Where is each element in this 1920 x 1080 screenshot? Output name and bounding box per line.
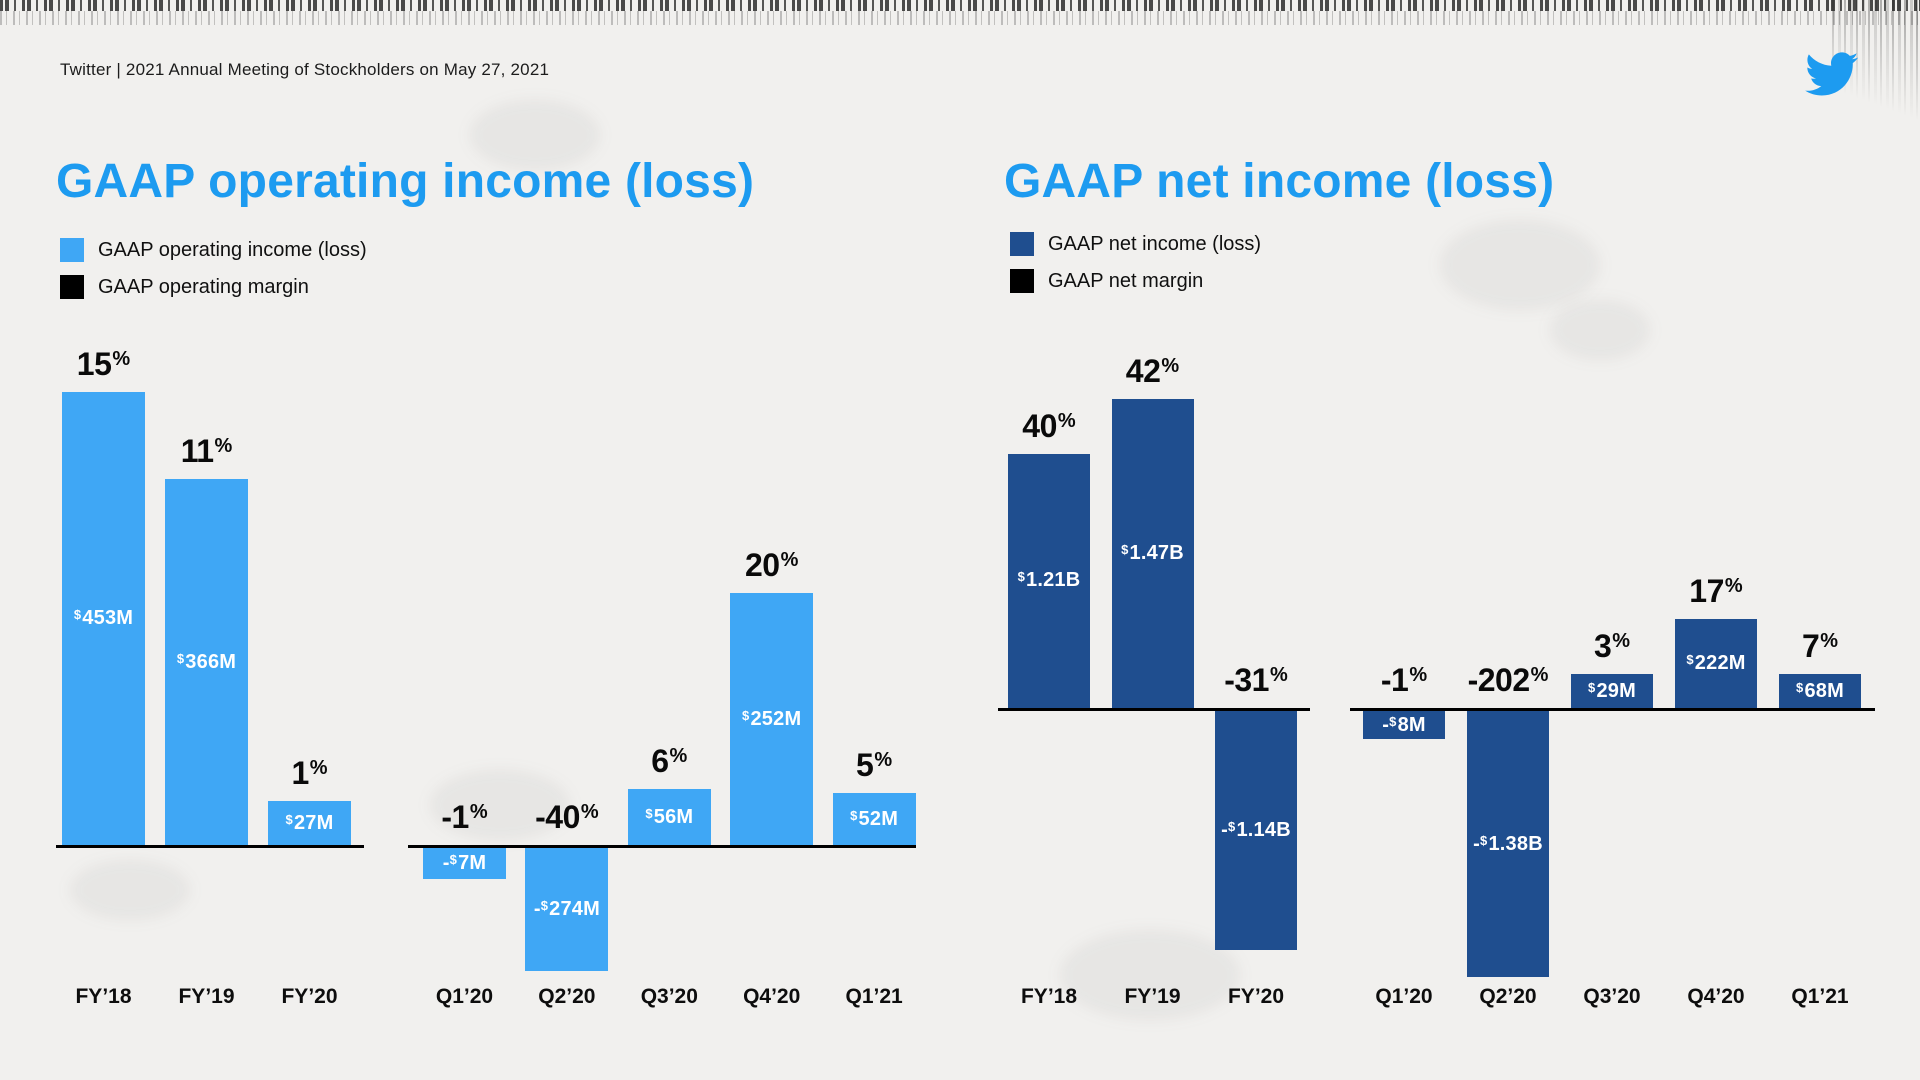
value-label-fy19: $366M <box>176 650 237 673</box>
category-label-fy18: FY’18 <box>75 985 132 1008</box>
value-label-q121: $52M <box>850 807 899 830</box>
plot-area: $453M 15% FY’18 $366M 11% FY’19 $27M 1% FY’20 - $7… <box>56 330 946 1036</box>
margin-label-q121: 7% <box>1801 628 1839 664</box>
value-label-q121: $68M <box>1796 679 1844 702</box>
margin-label-q420: 17% <box>1689 573 1743 610</box>
background-texture <box>0 0 1920 11</box>
value-label-fy20: - $1.14B <box>1221 819 1291 842</box>
legend-swatch-operating-margin <box>60 275 84 299</box>
bar-q121: $68M <box>1779 674 1861 708</box>
plot-area: $1.21B 40% FY’18 $1.47B 42% FY’19 - $1.14B -31% F… <box>998 330 1888 1036</box>
category-label-q121: Q1’21 <box>845 985 903 1008</box>
category-label-q220: Q2’20 <box>1479 985 1537 1008</box>
category-label-q120: Q1’20 <box>435 985 494 1008</box>
margin-label-q120: -1% <box>1380 662 1428 698</box>
category-label-q420: Q4’20 <box>1687 985 1745 1008</box>
legend-label: GAAP net margin <box>1048 269 1204 292</box>
value-label-fy18: $453M <box>73 607 134 629</box>
legend-label: GAAP net income (loss) <box>1048 232 1262 255</box>
value-label-fy19: $1.47B <box>1121 542 1184 565</box>
bar-fy19: $1.47B <box>1111 399 1194 708</box>
texture-blob <box>70 860 190 920</box>
bar-fy18: $1.21B <box>1008 453 1090 708</box>
value-label-q320: $56M <box>645 805 694 828</box>
category-label-q320: Q3’20 <box>640 985 698 1008</box>
margin-label-q320: 6% <box>651 743 688 779</box>
category-label-q120: Q1’20 <box>1375 985 1433 1008</box>
bar-fy19: $366M <box>165 479 248 845</box>
chart-title: GAAP operating income (loss) <box>56 155 755 208</box>
margin-label-fy18: 15% <box>76 346 131 382</box>
category-label-q121: Q1’21 <box>1791 985 1849 1008</box>
texture-blob <box>1060 930 1240 1020</box>
value-label-fy20: $27M <box>285 811 334 834</box>
texture-blob <box>1550 300 1650 360</box>
category-label-q320: Q3’20 <box>1583 985 1641 1008</box>
legend-label: GAAP operating income (loss) <box>98 238 367 261</box>
value-label-q120: - $8M <box>1382 713 1426 736</box>
margin-label-q121: 5% <box>856 747 893 783</box>
value-label-q420: $252M <box>742 707 802 730</box>
texture-blob <box>1440 220 1600 310</box>
zero-baseline-quarterly <box>1350 708 1875 711</box>
legend: GAAP net income (loss) GAAP net margin <box>1010 232 1261 293</box>
margin-label-q320: 3% <box>1593 628 1631 664</box>
background-texture <box>0 11 1920 25</box>
margin-label-q420: 20% <box>744 547 799 583</box>
value-label-q320: $29M <box>1588 679 1636 702</box>
bar-fy18: $453M <box>62 392 145 845</box>
bar-q120: - $8M <box>1363 711 1445 739</box>
twitter-bird-icon <box>1798 46 1864 102</box>
bar-q220: - $1.38B <box>1467 711 1549 978</box>
value-label-q120: - $7M <box>442 852 487 874</box>
category-label-q220: Q2’20 <box>538 985 596 1008</box>
category-label-fy19: FY’19 <box>178 985 235 1008</box>
category-label-fy20: FY’20 <box>281 985 338 1008</box>
legend-item-net-margin: GAAP net margin <box>1010 269 1261 293</box>
category-label-fy18: FY’18 <box>1020 985 1078 1008</box>
margin-label-q120: -1% <box>441 799 488 835</box>
margin-label-q220: -202% <box>1467 662 1549 698</box>
bar-q320: $29M <box>1571 674 1653 708</box>
legend-item-operating-margin: GAAP operating margin <box>60 275 367 299</box>
value-label-q220: - $1.38B <box>1473 832 1543 855</box>
bar-q420: $222M <box>1675 619 1757 708</box>
category-label-q420: Q4’20 <box>743 985 801 1008</box>
legend-swatch-net-margin <box>1010 269 1034 293</box>
legend-swatch-net-income <box>1010 232 1034 256</box>
texture-blob <box>430 770 570 840</box>
texture-blob <box>470 100 600 170</box>
bar-q120: - $7M <box>423 848 506 879</box>
chart-net-income: GAAP net income (loss) GAAP net income (… <box>998 140 1888 1040</box>
zero-baseline-annual <box>998 708 1310 711</box>
bar-fy20: $27M <box>268 801 351 845</box>
bar-q121: $52M <box>832 793 916 845</box>
value-label-q220: - $274M <box>533 898 600 921</box>
zero-baseline-annual <box>56 845 364 848</box>
chart-title: GAAP net income (loss) <box>1004 155 1555 208</box>
legend-label: GAAP operating margin <box>98 275 309 298</box>
legend-item-operating-income: GAAP operating income (loss) <box>60 238 367 262</box>
margin-label-fy19: 42% <box>1125 353 1180 390</box>
legend-swatch-operating-income <box>60 238 84 262</box>
bar-q220: - $274M <box>525 848 609 972</box>
margin-label-fy20: 1% <box>291 755 328 791</box>
value-label-q420: $222M <box>1686 652 1746 675</box>
margin-label-fy18: 40% <box>1022 407 1076 444</box>
legend-item-net-income: GAAP net income (loss) <box>1010 232 1261 256</box>
bar-q420: $252M <box>730 593 814 845</box>
bar-q320: $56M <box>627 789 711 845</box>
zero-baseline-quarterly <box>408 845 916 848</box>
legend: GAAP operating income (loss) GAAP operat… <box>60 238 367 299</box>
chart-operating-income: GAAP operating income (loss) GAAP operat… <box>56 140 946 1040</box>
category-label-fy20: FY’20 <box>1227 985 1285 1008</box>
margin-label-fy20: -31% <box>1224 662 1288 698</box>
bar-fy20: - $1.14B <box>1215 711 1297 951</box>
value-label-fy18: $1.21B <box>1017 569 1081 592</box>
margin-label-q220: -40% <box>535 799 599 835</box>
category-label-fy19: FY’19 <box>1124 985 1181 1008</box>
margin-label-fy19: 11% <box>180 433 233 469</box>
slide-header: Twitter | 2021 Annual Meeting of Stockho… <box>60 60 550 79</box>
